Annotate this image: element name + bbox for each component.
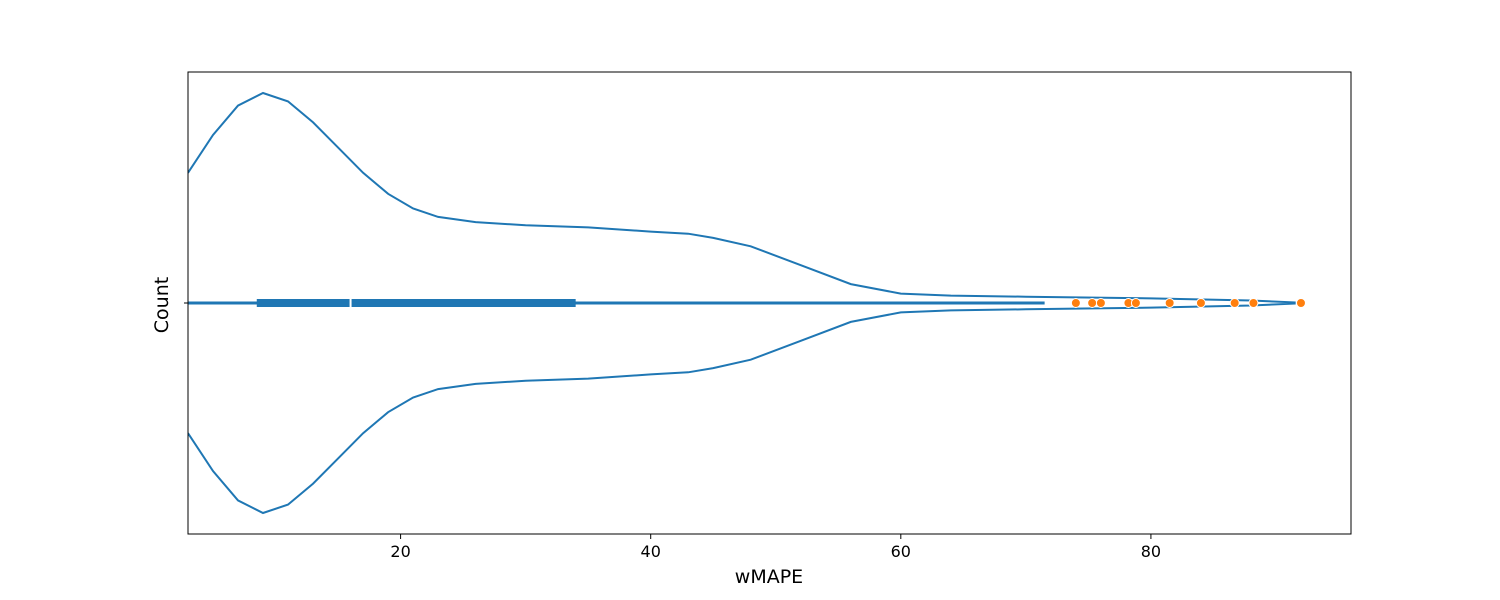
- x-tick-label: 80: [1141, 542, 1161, 561]
- outlier-point: [1095, 298, 1106, 308]
- x-axis-ticks: 20 40 60 80: [390, 534, 1161, 561]
- outlier-point: [1087, 298, 1098, 308]
- x-tick-label: 60: [891, 542, 911, 561]
- x-tick-label: 40: [641, 542, 661, 561]
- outlier-point: [1248, 298, 1259, 308]
- x-axis-label: wMAPE: [735, 566, 803, 588]
- outlier-point: [1164, 298, 1175, 308]
- y-axis-label: Count: [151, 277, 173, 333]
- outlier-point: [1130, 298, 1141, 308]
- violin-body: [188, 91, 1296, 515]
- outlier-point: [1295, 298, 1306, 308]
- box-plot: [188, 299, 1045, 307]
- outlier-point: [1195, 298, 1206, 308]
- plot-area: [188, 91, 1306, 515]
- x-tick-label: 20: [390, 542, 410, 561]
- iqr-box: [256, 299, 576, 307]
- outlier-point: [1229, 298, 1240, 308]
- outlier-points: [1070, 298, 1306, 308]
- outlier-point: [1070, 298, 1081, 308]
